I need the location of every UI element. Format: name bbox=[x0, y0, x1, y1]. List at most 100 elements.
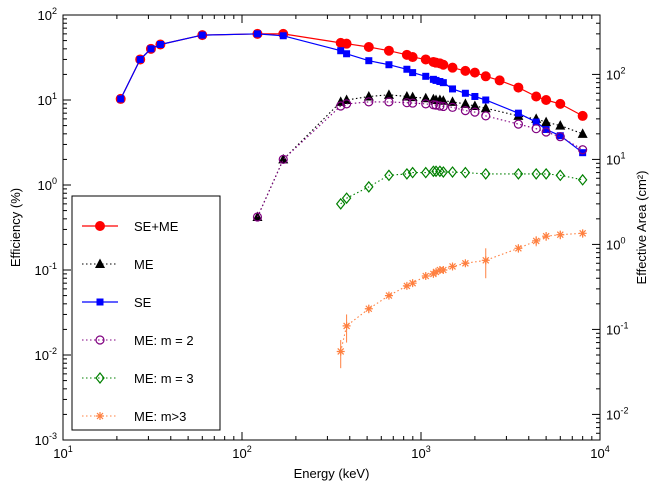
data-point bbox=[532, 236, 541, 245]
legend: SE+ME ME SE ME: m = 2 ME: m = 3 ME: m>3 bbox=[71, 195, 221, 431]
y2-axis-label: Effective Area (cm²) bbox=[634, 171, 649, 285]
data-point bbox=[364, 180, 374, 193]
data-point bbox=[420, 92, 431, 103]
data-point bbox=[403, 65, 411, 73]
legend-box bbox=[71, 195, 221, 431]
x-tick-label-2: 103 bbox=[411, 444, 430, 461]
series-line bbox=[340, 232, 583, 352]
data-point bbox=[342, 321, 351, 330]
data-point bbox=[407, 52, 418, 63]
y2-tick-label-0: 10-2 bbox=[606, 405, 628, 422]
data-point bbox=[480, 102, 491, 113]
plot-frame bbox=[62, 14, 601, 441]
legend-label: SE bbox=[134, 295, 152, 310]
data-point bbox=[363, 42, 374, 53]
data-point bbox=[439, 266, 448, 274]
data-point bbox=[541, 116, 552, 127]
data-point bbox=[431, 165, 441, 178]
data-point bbox=[364, 304, 373, 313]
legend-label: SE+ME bbox=[134, 219, 179, 234]
data-point bbox=[577, 110, 588, 121]
data-point bbox=[336, 347, 345, 356]
data-point bbox=[577, 128, 588, 138]
data-point bbox=[335, 197, 346, 210]
data-point bbox=[578, 229, 587, 238]
data-point bbox=[460, 65, 471, 76]
data-point bbox=[428, 165, 439, 178]
data-point bbox=[147, 45, 155, 53]
series-1 bbox=[252, 89, 588, 222]
data-point bbox=[156, 40, 164, 48]
data-point bbox=[447, 102, 458, 112]
data-point bbox=[577, 173, 588, 186]
data-point bbox=[278, 153, 289, 164]
data-point bbox=[469, 67, 480, 78]
data-point bbox=[480, 167, 491, 180]
legend-marker bbox=[96, 412, 104, 420]
legend-item-3: ME: m = 2 bbox=[82, 333, 194, 348]
data-point bbox=[541, 95, 552, 105]
data-point bbox=[555, 132, 565, 142]
series-4 bbox=[335, 165, 588, 210]
data-point bbox=[421, 271, 430, 280]
data-point bbox=[449, 85, 457, 93]
legend-item-5: ME: m>3 bbox=[82, 409, 186, 424]
series-5 bbox=[336, 229, 587, 369]
data-point bbox=[365, 57, 373, 65]
x-tick-label-0: 101 bbox=[53, 444, 72, 461]
x-tick-label-1: 102 bbox=[232, 444, 251, 461]
legend-label: ME: m>3 bbox=[134, 409, 186, 424]
y-tick-label-2: 10-1 bbox=[35, 261, 57, 278]
legend-item-2: SE bbox=[82, 295, 152, 310]
data-point bbox=[408, 98, 418, 108]
legend-label: ME: m = 3 bbox=[134, 371, 194, 386]
data-point bbox=[432, 76, 440, 84]
legend-marker bbox=[95, 258, 105, 268]
data-point bbox=[555, 120, 566, 130]
axes: 101 102 103 104 10-3 10-2 10-1 100 101 102 10-2 10-… bbox=[35, 6, 629, 461]
y2-tick-label-3: 101 bbox=[606, 150, 625, 167]
data-point bbox=[513, 167, 524, 180]
data-point bbox=[420, 166, 431, 179]
y-tick-label-4: 101 bbox=[38, 91, 57, 108]
data-point bbox=[252, 212, 263, 222]
data-point bbox=[336, 101, 346, 111]
y-axis-label: Efficiency (%) bbox=[8, 188, 23, 267]
data-point bbox=[383, 45, 394, 56]
data-point bbox=[198, 31, 206, 39]
data-point bbox=[422, 72, 430, 80]
x-axis-label: Energy (keV) bbox=[294, 466, 370, 481]
data-point bbox=[435, 165, 445, 178]
data-point bbox=[555, 169, 566, 182]
legend-marker bbox=[95, 335, 105, 345]
y2-tick-label-4: 102 bbox=[606, 65, 625, 82]
data-point bbox=[438, 59, 449, 70]
legend-item-0: SE+ME bbox=[82, 219, 179, 234]
y2-tick-label-1: 10-1 bbox=[606, 320, 628, 337]
data-point bbox=[253, 30, 261, 38]
data-point bbox=[579, 149, 587, 157]
data-point bbox=[482, 96, 490, 104]
data-point bbox=[531, 167, 541, 180]
data-point bbox=[461, 259, 470, 268]
y-tick-label-0: 10-3 bbox=[35, 431, 57, 448]
data-point bbox=[341, 192, 352, 205]
data-point bbox=[385, 61, 393, 69]
legend-marker bbox=[95, 372, 105, 384]
data-point bbox=[578, 145, 588, 155]
data-point bbox=[514, 109, 522, 117]
data-point bbox=[432, 267, 441, 276]
data-point bbox=[402, 281, 411, 290]
data-point bbox=[460, 98, 471, 108]
data-point bbox=[542, 232, 551, 241]
data-point bbox=[447, 62, 458, 73]
data-point bbox=[383, 89, 394, 99]
data-point bbox=[278, 154, 288, 165]
legend-label: ME: m = 2 bbox=[134, 333, 194, 348]
data-point bbox=[542, 125, 550, 133]
y-tick-label-1: 10-2 bbox=[35, 346, 57, 363]
series-line bbox=[340, 170, 583, 205]
data-point bbox=[117, 95, 125, 103]
data-point bbox=[556, 132, 564, 140]
data-point bbox=[364, 97, 374, 107]
